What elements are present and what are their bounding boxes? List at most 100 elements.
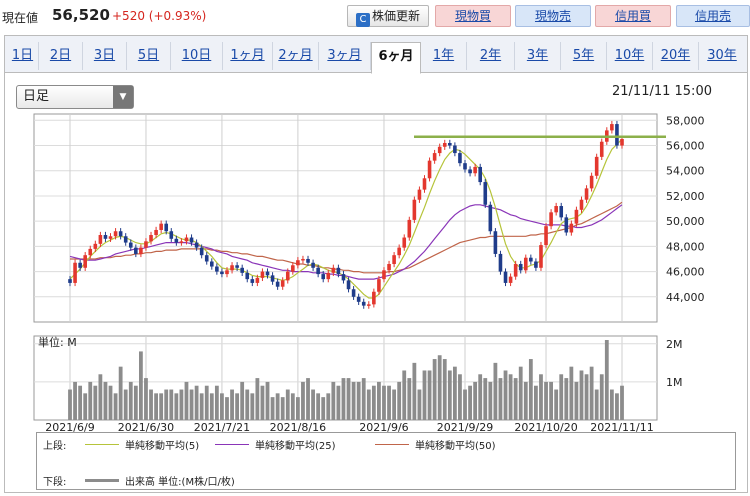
candle-body	[534, 261, 538, 268]
volume-bar	[407, 378, 412, 420]
tab-1m[interactable]: 1ヶ月	[223, 42, 273, 70]
volume-bar	[544, 381, 548, 420]
volume-bar	[189, 389, 194, 420]
candle-body	[88, 248, 93, 256]
volume-bar	[68, 389, 72, 420]
volume-bar	[260, 385, 265, 420]
tab-5y[interactable]: 5年	[561, 42, 607, 70]
volume-bar	[295, 397, 300, 420]
volume-bar	[468, 385, 472, 420]
date-tick-label: 2021/8/16	[270, 421, 326, 434]
candle-body	[549, 212, 553, 227]
volume-bar	[235, 393, 240, 420]
date-tick-label: 2021/11/11	[590, 421, 653, 434]
candle-body	[255, 277, 260, 283]
candle-body	[539, 245, 543, 268]
volume-unit-label: 単位: M	[38, 335, 77, 349]
tab-10y[interactable]: 10年	[607, 42, 653, 70]
candle-body	[265, 271, 270, 276]
volume-bar	[159, 393, 164, 420]
as-of-timestamp: 21/11/11 15:00	[612, 84, 712, 99]
tab-3m[interactable]: 3ヶ月	[319, 42, 371, 70]
volume-bar	[402, 370, 407, 420]
volume-bar	[442, 359, 447, 420]
candle-body	[159, 223, 163, 230]
tab-2y[interactable]: 2年	[467, 42, 515, 70]
candle-body	[498, 253, 503, 272]
candle-body	[144, 241, 148, 248]
candle-body	[559, 206, 564, 218]
volume-bar	[483, 378, 488, 420]
candle-body	[397, 247, 401, 256]
tab-6m[interactable]: 6ヶ月	[371, 42, 421, 74]
candle-body	[377, 279, 381, 292]
candle-body	[346, 280, 351, 290]
candle-body	[179, 241, 184, 243]
spot-buy-button[interactable]: 現物買	[435, 5, 511, 27]
candle-body	[336, 267, 341, 275]
spot-sell-button[interactable]: 現物売	[515, 5, 591, 27]
candle-body	[493, 231, 498, 254]
ma25-series	[69, 204, 623, 280]
volume-bar	[528, 359, 533, 420]
legend-lower-label: 下段:	[43, 477, 67, 488]
tab-3y[interactable]: 3年	[515, 42, 561, 70]
tab-2d[interactable]: 2日	[39, 42, 83, 70]
candle-body	[275, 281, 280, 287]
candle-body	[215, 266, 219, 272]
candle-body	[351, 289, 356, 297]
volume-bar	[599, 374, 604, 420]
candle-body	[118, 231, 123, 237]
candle-body	[184, 237, 189, 242]
margin-sell-button[interactable]: 信用売	[676, 5, 750, 27]
volume-bar	[427, 370, 432, 420]
volume-bar	[518, 366, 523, 420]
legend-ma5-swatch	[85, 444, 119, 445]
margin-buy-button[interactable]: 信用買	[595, 5, 671, 27]
candle-body	[103, 235, 108, 239]
tab-2m[interactable]: 2ヶ月	[273, 42, 319, 70]
candle-body	[128, 242, 133, 248]
ma50-line	[70, 201, 623, 274]
volume-bar	[174, 393, 179, 420]
candle-body	[473, 166, 477, 174]
tab-30y[interactable]: 30年	[707, 48, 737, 63]
candle-body	[427, 160, 432, 179]
refresh-icon: C	[355, 13, 370, 27]
price-tick-label: 56,000	[666, 140, 705, 153]
candle-body	[301, 258, 305, 261]
candle-body	[235, 265, 239, 268]
candles-series	[68, 120, 624, 309]
candle-body	[366, 304, 371, 306]
volume-bar	[179, 389, 184, 420]
volume-bar	[574, 381, 579, 420]
tab-20y[interactable]: 20年	[653, 42, 699, 70]
volume-bar	[473, 381, 478, 420]
volume-bar	[209, 393, 214, 420]
tab-5d[interactable]: 5日	[127, 42, 171, 70]
candle-body	[326, 272, 331, 280]
refresh-price-button[interactable]: C 株価更新	[347, 5, 429, 27]
tab-1d[interactable]: 1日	[7, 42, 39, 70]
volume-bar	[417, 389, 422, 420]
tab-1y[interactable]: 1年	[421, 42, 467, 70]
volume-bar	[539, 374, 543, 420]
candle-body	[108, 236, 113, 239]
candle-body	[468, 169, 472, 174]
volume-bar	[356, 381, 361, 420]
tab-3d[interactable]: 3日	[83, 42, 127, 70]
volume-bar	[513, 378, 518, 420]
period-select[interactable]: 日足 ▼	[16, 85, 134, 109]
volume-bar	[549, 381, 554, 420]
volume-bar	[93, 385, 98, 420]
volume-bar	[382, 385, 386, 420]
volume-bar	[290, 393, 295, 420]
volume-bar	[397, 381, 402, 420]
candle-body	[569, 223, 574, 233]
candle-body	[417, 189, 422, 200]
date-tick-label: 2021/9/29	[437, 421, 493, 434]
price-tick-label: 48,000	[666, 240, 705, 253]
candle-body	[361, 301, 366, 306]
volume-bar	[149, 389, 153, 420]
tab-10d[interactable]: 10日	[171, 42, 223, 70]
